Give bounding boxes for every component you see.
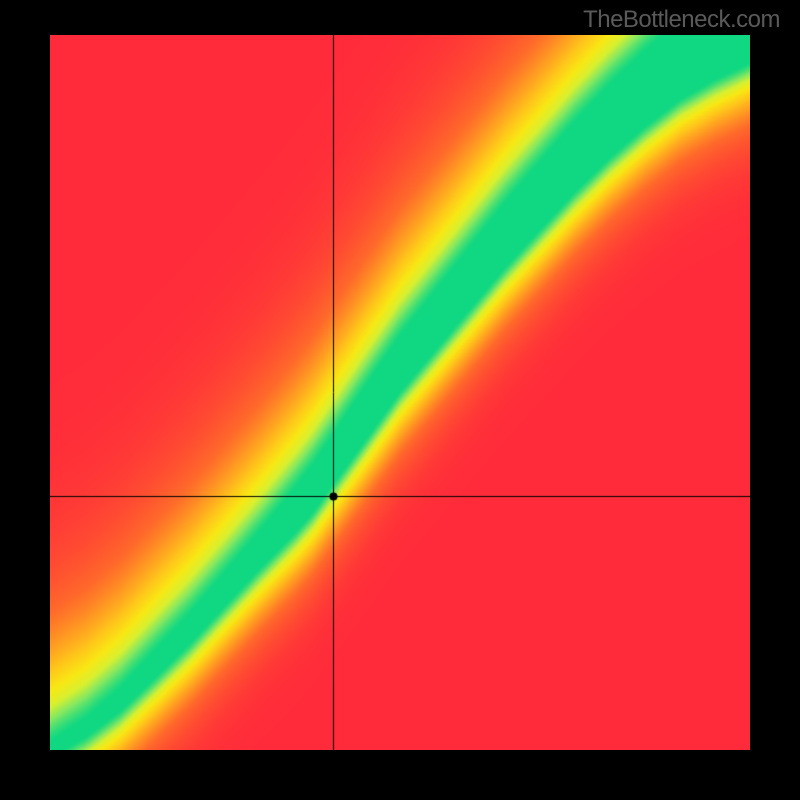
heatmap-plot (50, 35, 750, 750)
watermark-text: TheBottleneck.com (583, 6, 780, 34)
chart-container: TheBottleneck.com (0, 0, 800, 800)
heatmap-canvas (50, 35, 750, 750)
